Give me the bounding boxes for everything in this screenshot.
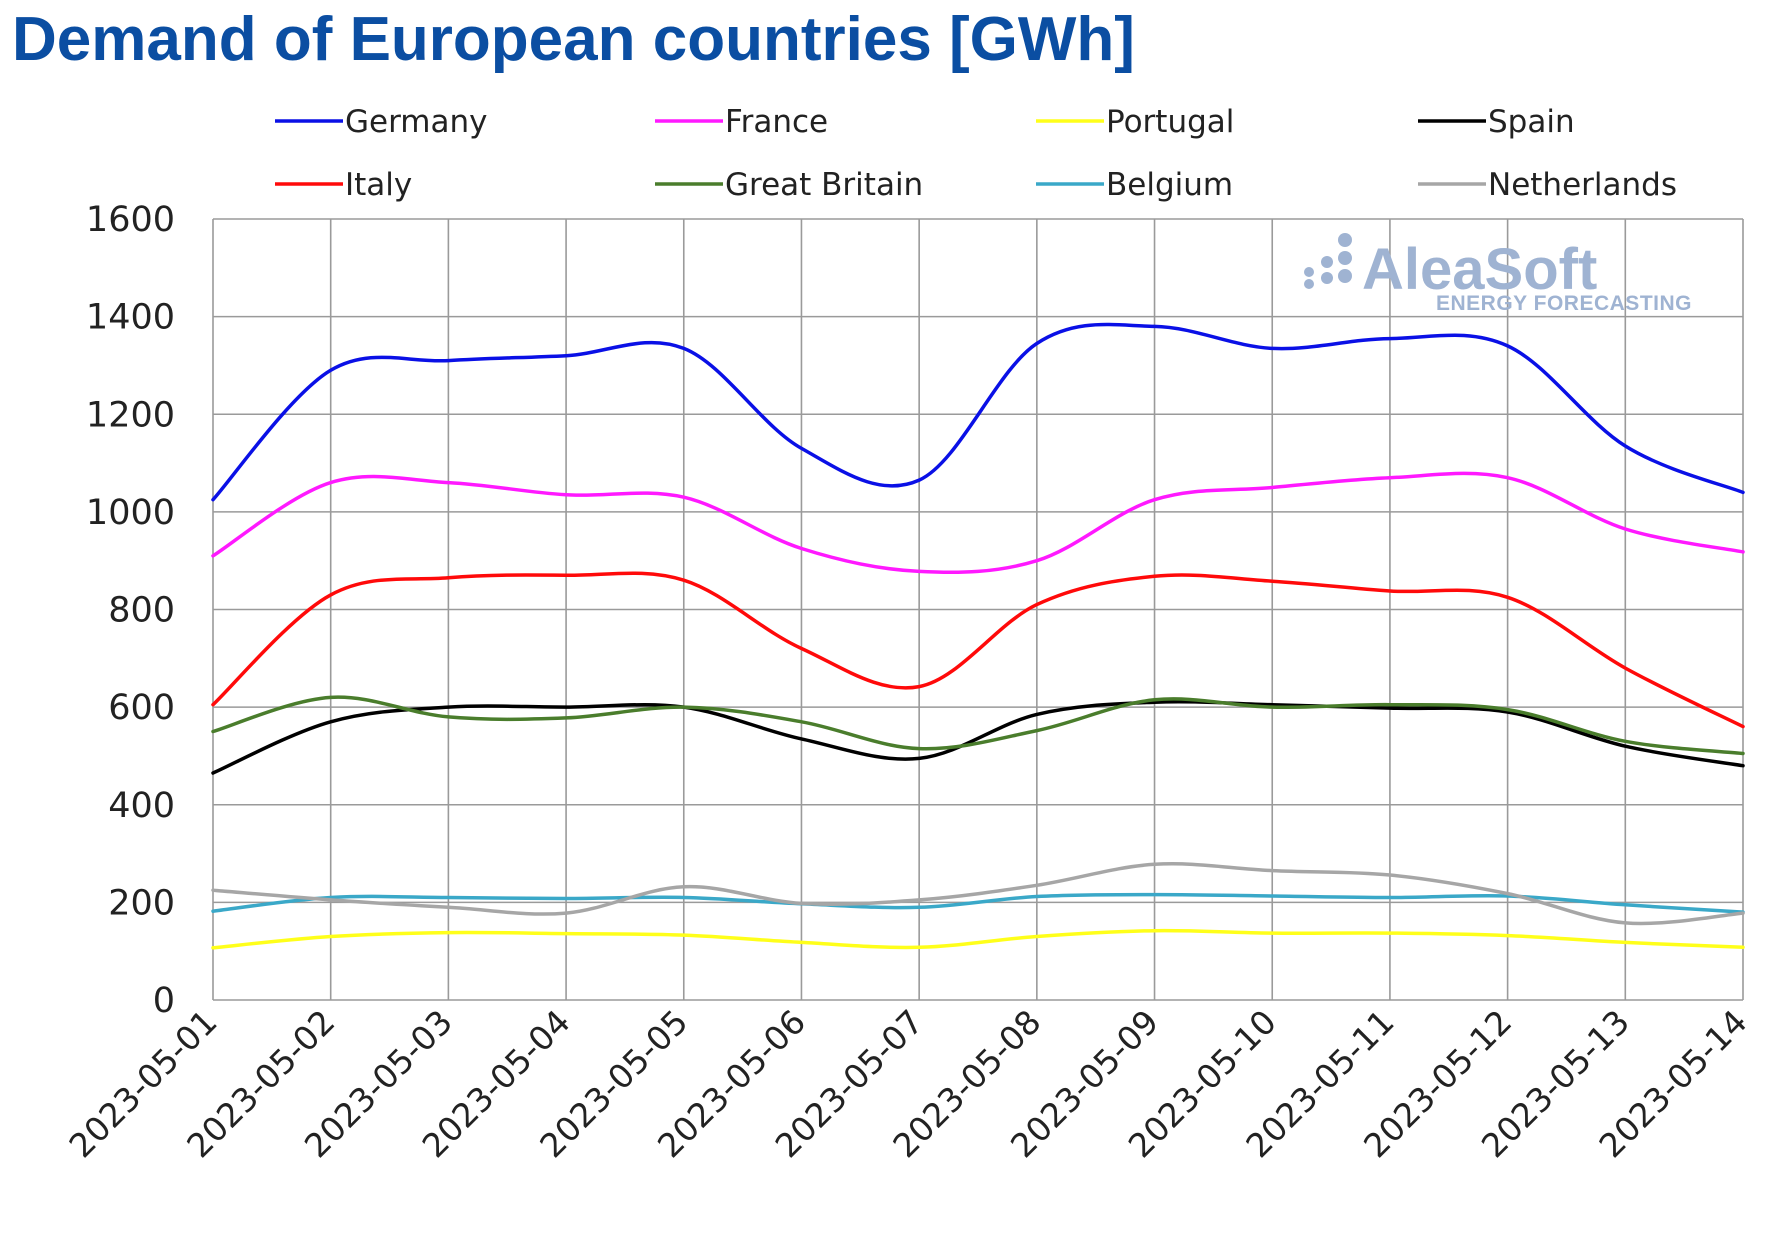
series-line-france — [211, 471, 1745, 575]
legend-item-belgium: Belgium — [1036, 167, 1233, 203]
legend-item-spain: Spain — [1418, 104, 1575, 140]
legend-item-italy: Italy — [275, 167, 412, 203]
series-lines — [211, 322, 1745, 950]
legend-label: Germany — [345, 104, 487, 140]
y-tick-label: 1000 — [86, 493, 175, 533]
y-tick-label: 400 — [108, 786, 175, 826]
y-tick-label: 1200 — [86, 395, 175, 435]
x-axis: 2023-05-012023-05-022023-05-032023-05-04… — [61, 1002, 1754, 1165]
legend-label: Netherlands — [1488, 167, 1677, 203]
y-tick-label: 1600 — [86, 200, 175, 240]
legend: Germany France Portugal Spain Italy Great Bri… — [275, 104, 1677, 203]
grid — [212, 218, 1744, 1001]
y-tick-label: 600 — [108, 688, 175, 728]
y-tick-label: 0 — [153, 981, 175, 1021]
legend-label: France — [725, 104, 828, 140]
aleasoft-dots-icon — [1304, 233, 1352, 289]
series-line-great-britain — [211, 695, 1745, 756]
series-line-portugal — [211, 928, 1745, 950]
legend-item-germany: Germany — [275, 104, 487, 140]
series-line-italy — [211, 571, 1745, 729]
legend-label: Belgium — [1106, 167, 1233, 203]
legend-item-great-britain: Great Britain — [655, 167, 923, 203]
legend-item-france: France — [655, 104, 828, 140]
chart-title: Demand of European countries [GWh] — [12, 5, 1135, 74]
legend-label: Portugal — [1106, 104, 1234, 140]
legend-item-netherlands: Netherlands — [1418, 167, 1677, 203]
series-line-belgium — [211, 892, 1745, 914]
y-axis: 0 200 400 600 800 1000 1200 1400 1600 — [86, 200, 175, 1021]
watermark-name: AleaSoft — [1362, 237, 1597, 302]
legend-label: Great Britain — [725, 167, 923, 203]
legend-label: Italy — [345, 167, 412, 203]
legend-item-portugal: Portugal — [1036, 104, 1234, 140]
legend-label: Spain — [1488, 104, 1575, 140]
series-line-netherlands — [211, 862, 1745, 926]
y-tick-label: 1400 — [86, 298, 175, 338]
series-line-germany — [211, 322, 1745, 502]
y-tick-label: 200 — [108, 883, 175, 923]
watermark: AleaSoft ENERGY FORECASTING — [1304, 233, 1692, 315]
y-tick-label: 800 — [108, 591, 175, 631]
watermark-tagline: ENERGY FORECASTING — [1436, 292, 1692, 315]
series-line-spain — [211, 700, 1745, 775]
